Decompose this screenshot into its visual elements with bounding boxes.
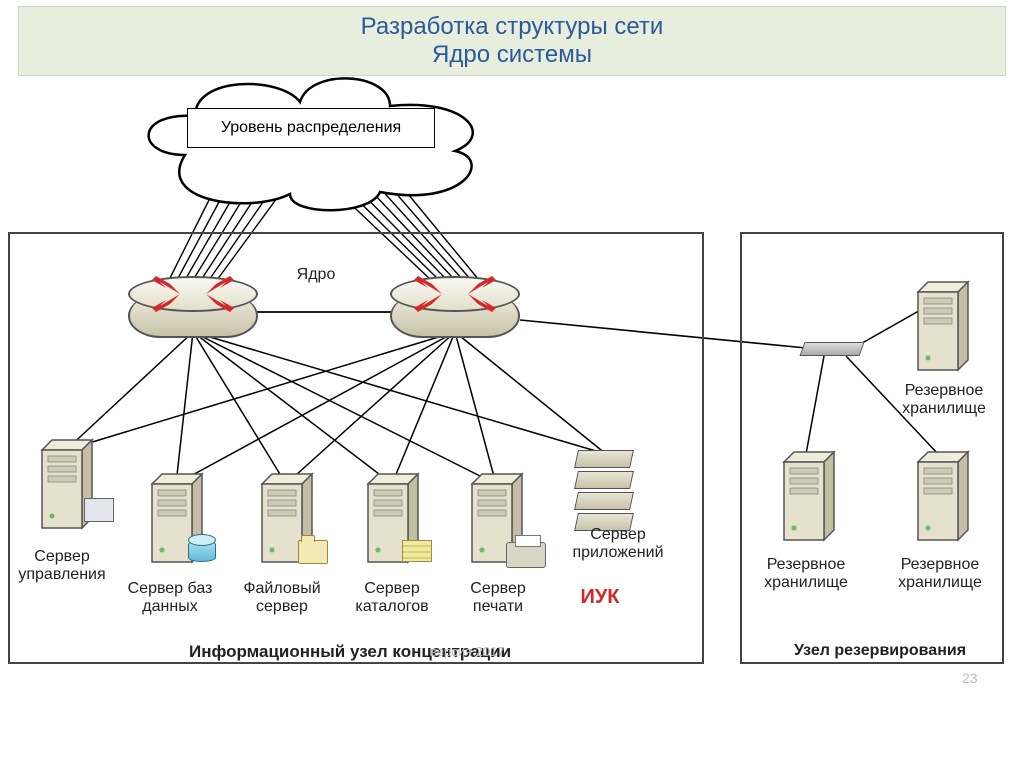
label-backup-node: Узел резервирования (780, 642, 980, 660)
label-file: Файловый сервер (232, 580, 332, 617)
label-management: Сервер управления (12, 548, 112, 585)
disk-icon (188, 534, 216, 566)
core-router-left (128, 276, 258, 346)
distribution-label-box: Уровень распределения (187, 108, 435, 148)
label-backup-1: Резервное хранилище (894, 382, 994, 419)
label-backup-2: Резервное хранилище (756, 556, 856, 593)
label-backup-3: Резервное хранилище (890, 556, 990, 593)
server-app-rack (576, 450, 636, 538)
footer-page: 23 (962, 670, 978, 686)
backup-storage-bl (772, 448, 844, 544)
label-app: Сервер приложений (558, 526, 678, 563)
folder-icon (298, 540, 328, 564)
backup-storage-br (906, 448, 978, 544)
label-iuk: ИУК (560, 586, 640, 609)
monitor-icon (84, 498, 114, 522)
core-label: Ядро (286, 266, 346, 284)
label-print: Сервер печати (448, 580, 548, 617)
backup-storage-top (906, 278, 978, 374)
catalog-tray-icon (402, 540, 432, 562)
footer-version: версия 2017 (430, 644, 505, 659)
core-router-right (390, 276, 520, 346)
backup-switch (802, 340, 862, 358)
label-catalog: Сервер каталогов (342, 580, 442, 617)
label-database: Сервер баз данных (120, 580, 220, 617)
printer-icon (506, 542, 546, 568)
distribution-label: Уровень распределения (221, 119, 401, 137)
